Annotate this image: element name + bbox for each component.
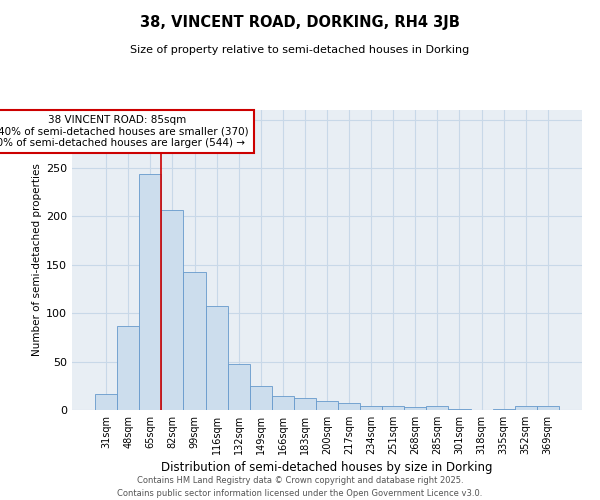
Bar bbox=[316, 402, 338, 410]
Text: Size of property relative to semi-detached houses in Dorking: Size of property relative to semi-detach… bbox=[130, 45, 470, 55]
Bar bbox=[537, 406, 559, 410]
Bar bbox=[448, 409, 470, 410]
Bar bbox=[294, 398, 316, 410]
Text: 38, VINCENT ROAD, DORKING, RH4 3JB: 38, VINCENT ROAD, DORKING, RH4 3JB bbox=[140, 15, 460, 30]
Bar bbox=[515, 406, 537, 410]
Bar bbox=[139, 174, 161, 410]
Y-axis label: Number of semi-detached properties: Number of semi-detached properties bbox=[32, 164, 42, 356]
Bar bbox=[382, 406, 404, 410]
Bar bbox=[427, 406, 448, 410]
Bar bbox=[184, 272, 206, 410]
Text: Contains public sector information licensed under the Open Government Licence v3: Contains public sector information licen… bbox=[118, 488, 482, 498]
X-axis label: Distribution of semi-detached houses by size in Dorking: Distribution of semi-detached houses by … bbox=[161, 461, 493, 474]
Bar bbox=[117, 326, 139, 410]
Bar bbox=[493, 409, 515, 410]
Text: 38 VINCENT ROAD: 85sqm
← 40% of semi-detached houses are smaller (370)
60% of se: 38 VINCENT ROAD: 85sqm ← 40% of semi-det… bbox=[0, 115, 248, 148]
Bar bbox=[272, 396, 294, 410]
Bar bbox=[250, 386, 272, 410]
Text: Contains HM Land Registry data © Crown copyright and database right 2025.: Contains HM Land Registry data © Crown c… bbox=[137, 476, 463, 485]
Bar bbox=[95, 394, 117, 410]
Bar bbox=[360, 406, 382, 410]
Bar bbox=[227, 364, 250, 410]
Bar bbox=[338, 403, 360, 410]
Bar bbox=[404, 407, 427, 410]
Bar bbox=[161, 210, 184, 410]
Bar bbox=[206, 306, 227, 410]
